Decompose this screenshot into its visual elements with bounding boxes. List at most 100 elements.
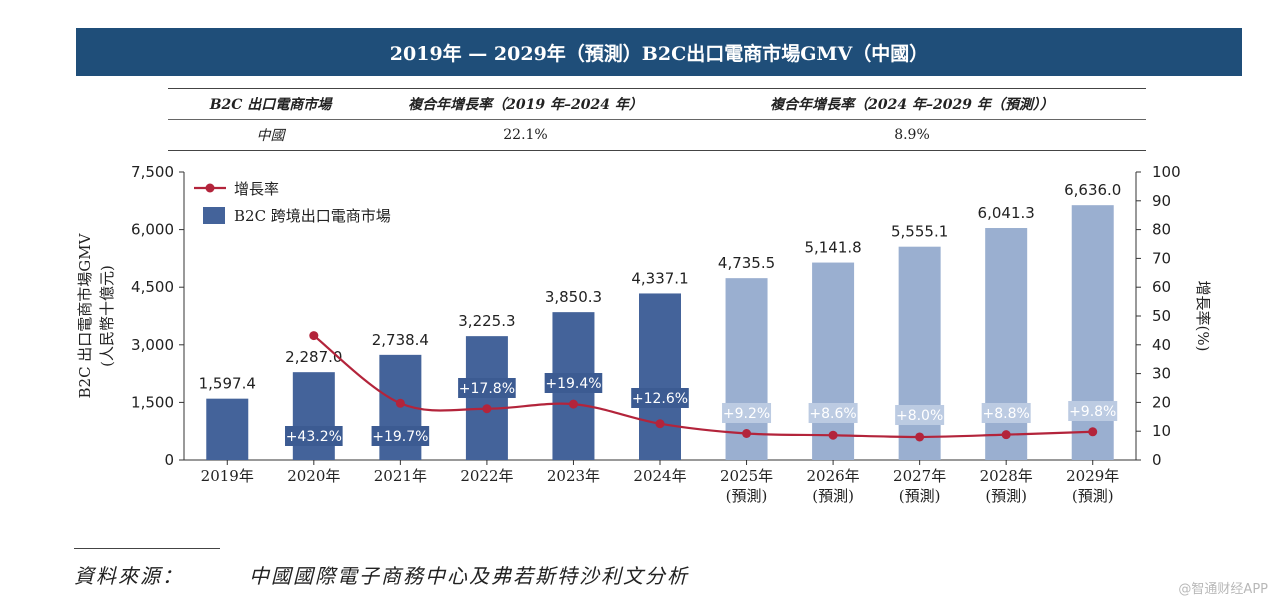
y-tick-label-right: 0 — [1152, 451, 1162, 469]
x-tick-label: 2023年 — [547, 467, 600, 485]
bar-value-label: 2,738.4 — [372, 331, 429, 349]
growth-label-box-3 — [458, 378, 516, 398]
source-note: 資料來源： 中國國際電子商務中心及弗若斯特沙利文分析 — [74, 560, 689, 589]
y-tick-label-left: 0 — [164, 451, 174, 469]
x-tick-label: 2027年 — [893, 467, 946, 485]
x-tick-label: 2024年 — [633, 467, 686, 485]
bar-value-label: 5,141.8 — [804, 239, 861, 257]
x-tick-label: 2025年 — [720, 467, 773, 485]
growth-label-box-1 — [285, 426, 343, 446]
growth-rate-point — [1088, 427, 1098, 437]
cagr-cell-market: 中國 — [256, 128, 285, 144]
bar-value-label: 6,636.0 — [1064, 181, 1121, 199]
cagr-row-china: 中國 22.1% 8.9% — [168, 120, 1146, 151]
growth-label: +8.0% — [896, 408, 943, 424]
growth-label-box-9 — [981, 403, 1031, 423]
y-tick-label-right: 90 — [1152, 192, 1171, 210]
growth-rate-point — [309, 331, 319, 341]
y-tick-label-right: 40 — [1152, 336, 1171, 354]
growth-rate-point — [482, 404, 492, 414]
growth-label: +9.2% — [723, 406, 770, 422]
y-tick-label-left: 3,000 — [131, 336, 174, 354]
x-tick-label: 2019年 — [201, 467, 254, 485]
growth-label: +9.8% — [1069, 404, 1116, 420]
growth-label-box-6 — [722, 403, 772, 423]
bar-1 — [292, 372, 335, 460]
bar-value-label: 3,225.3 — [458, 312, 515, 330]
watermark: @智通财经APP — [1178, 582, 1268, 597]
bar-3 — [465, 336, 508, 460]
bar-9 — [985, 228, 1028, 460]
growth-label: +12.6% — [632, 391, 688, 407]
cagr-header-market: B2C 出口電商市場 — [209, 97, 332, 113]
bar-value-label: 4,735.5 — [718, 254, 775, 272]
growth-rate-line — [313, 334, 1093, 439]
bar-value-label: 4,337.1 — [631, 269, 688, 287]
cagr-header-2024-2029: 複合年增長率（2024 年–2029 年（預測）） — [770, 97, 1054, 113]
growth-label-box-5 — [631, 388, 689, 408]
growth-rate-point — [1001, 430, 1011, 440]
x-tick-label: (預測) — [726, 487, 768, 505]
legend-line-marker — [205, 183, 215, 193]
y-tick-label-left: 4,500 — [131, 278, 174, 296]
growth-rate-point — [655, 419, 665, 429]
x-tick-label: 2029年 — [1066, 467, 1119, 485]
growth-rate-point — [395, 398, 405, 408]
growth-rate-point — [742, 429, 752, 439]
x-tick-label: (預測) — [985, 487, 1027, 505]
legend-label-growth: 增長率 — [234, 180, 279, 198]
y-axis-title-right: 增長率(%) — [1194, 281, 1212, 352]
y-tick-label-right: 10 — [1152, 422, 1171, 440]
bar-value-label: 6,041.3 — [978, 204, 1035, 222]
bar-value-label: 1,597.4 — [199, 375, 256, 393]
source-text: 中國國際電子商務中心及弗若斯特沙利文分析 — [249, 564, 689, 588]
x-tick-label: 2021年 — [374, 467, 427, 485]
cagr-header-row: B2C 出口電商市場 複合年增長率（2019 年–2024 年） 複合年增長率（… — [168, 88, 1146, 120]
source-label: 資料來源： — [74, 564, 184, 588]
x-tick-label: 2028年 — [980, 467, 1033, 485]
legend-label-gmv: B2C 跨境出口電商市場 — [234, 207, 391, 225]
y-tick-label-left: 6,000 — [131, 221, 174, 239]
chart-title: 2019年 — 2029年（預測）B2C出口電商市場GMV（中國） — [76, 28, 1242, 76]
x-tick-label: (預測) — [899, 487, 941, 505]
growth-label: +19.4% — [545, 376, 601, 392]
bar-5 — [639, 293, 681, 460]
growth-rate-point — [915, 432, 925, 442]
y-tick-label-right: 60 — [1152, 278, 1171, 296]
growth-rate-point — [568, 399, 578, 409]
y-tick-label-right: 50 — [1152, 307, 1171, 325]
x-tick-label: (預測) — [812, 487, 854, 505]
y-tick-label-right: 80 — [1152, 221, 1171, 239]
x-tick-label: (預測) — [1072, 487, 1114, 505]
growth-label-box-2 — [371, 426, 430, 446]
y-tick-label-right: 20 — [1152, 393, 1171, 411]
y-tick-label-right: 100 — [1152, 163, 1181, 181]
growth-label-box-4 — [544, 373, 603, 393]
bar-10 — [1071, 205, 1114, 460]
y-tick-label-right: 30 — [1152, 365, 1171, 383]
x-tick-label: 2020年 — [287, 467, 340, 485]
x-tick-label: 2022年 — [460, 467, 513, 485]
growth-label: +43.2% — [286, 429, 342, 445]
bar-value-label: 3,850.3 — [545, 288, 602, 306]
bar-8 — [898, 246, 941, 460]
growth-label: +19.7% — [372, 429, 428, 445]
y-axis-title-left: B2C 出口電商市場GMV — [76, 232, 94, 398]
growth-label-box-10 — [1068, 401, 1118, 421]
y-axis-title-left: (人民幣十億元) — [98, 265, 116, 367]
growth-label: +8.8% — [983, 406, 1030, 422]
growth-label-box-8 — [895, 405, 945, 425]
growth-rate-point — [828, 430, 838, 440]
cagr-table: B2C 出口電商市場 複合年增長率（2019 年–2024 年） 複合年增長率（… — [168, 88, 1146, 151]
growth-label-box-7 — [808, 403, 858, 423]
bar-value-label: 2,287.0 — [285, 348, 342, 366]
cagr-header-2019-2024: 複合年增長率（2019 年–2024 年） — [408, 97, 643, 113]
y-tick-label-left: 7,500 — [131, 163, 174, 181]
y-tick-label-left: 1,500 — [131, 393, 174, 411]
y-tick-label-right: 70 — [1152, 249, 1171, 267]
growth-label: +17.8% — [459, 381, 515, 397]
source-divider — [74, 548, 220, 549]
growth-label: +8.6% — [809, 406, 856, 422]
legend-bar-swatch — [203, 207, 225, 224]
cagr-cell-2019-2024: 22.1% — [503, 127, 548, 143]
